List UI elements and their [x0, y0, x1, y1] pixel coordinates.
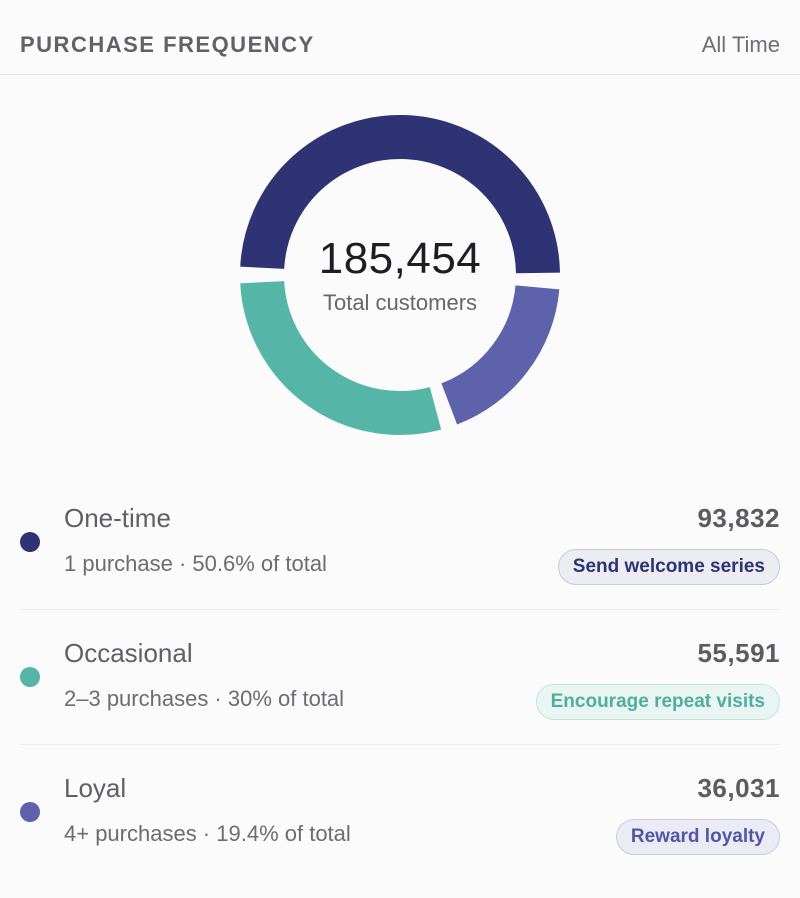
segment-name: Loyal	[64, 773, 127, 803]
one-time-dot	[20, 532, 40, 552]
card-header: PURCHASE FREQUENCY All Time	[0, 0, 800, 75]
donut-segment-one-time[interactable]	[240, 115, 560, 274]
segment-count: 55,591	[697, 638, 780, 668]
legend-item-loyal[interactable]: Loyal 4+ purchases · 19.4% of total 36,0…	[20, 745, 780, 880]
encourage-repeat-visits-button[interactable]: Encourage repeat visits	[535, 684, 780, 720]
donut-segment-occasional[interactable]	[240, 280, 442, 435]
segment-count: 93,832	[697, 503, 780, 533]
segment-detail: 2–3 purchases · 30% of total	[64, 686, 345, 711]
loyal-dot	[20, 802, 40, 822]
total-customers-value: 185,454	[318, 234, 482, 283]
reward-loyalty-button[interactable]: Reward loyalty	[615, 819, 780, 855]
segment-count: 36,031	[697, 773, 780, 803]
donut-center-summary: 185,454 Total customers	[240, 234, 560, 316]
time-range-selector[interactable]: All Time	[701, 32, 780, 57]
segment-name: One-time	[64, 503, 171, 533]
donut-chart	[240, 115, 560, 435]
legend-item-one-time[interactable]: One-time 1 purchase · 50.6% of total 93,…	[20, 475, 780, 610]
segment-name: Occasional	[64, 638, 193, 668]
send-welcome-series-button[interactable]: Send welcome series	[557, 549, 780, 585]
segment-detail: 1 purchase · 50.6% of total	[64, 551, 327, 576]
total-customers-label: Total customers	[322, 290, 478, 315]
card-title: PURCHASE FREQUENCY	[20, 32, 315, 57]
occasional-dot	[20, 667, 40, 687]
donut-segment-loyal[interactable]	[440, 284, 560, 425]
segment-detail: 4+ purchases · 19.4% of total	[64, 821, 351, 846]
legend-item-occasional[interactable]: Occasional 2–3 purchases · 30% of total …	[20, 610, 780, 745]
